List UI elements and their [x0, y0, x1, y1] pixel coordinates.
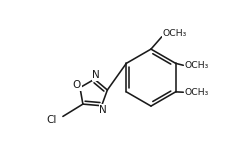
Text: OCH₃: OCH₃	[162, 29, 186, 38]
Text: OCH₃: OCH₃	[184, 61, 208, 70]
Text: O: O	[167, 29, 175, 39]
Text: O: O	[72, 80, 81, 90]
Text: Cl: Cl	[46, 114, 57, 124]
Text: OCH₃: OCH₃	[184, 88, 208, 97]
Text: N: N	[92, 70, 99, 80]
Text: N: N	[99, 105, 106, 115]
